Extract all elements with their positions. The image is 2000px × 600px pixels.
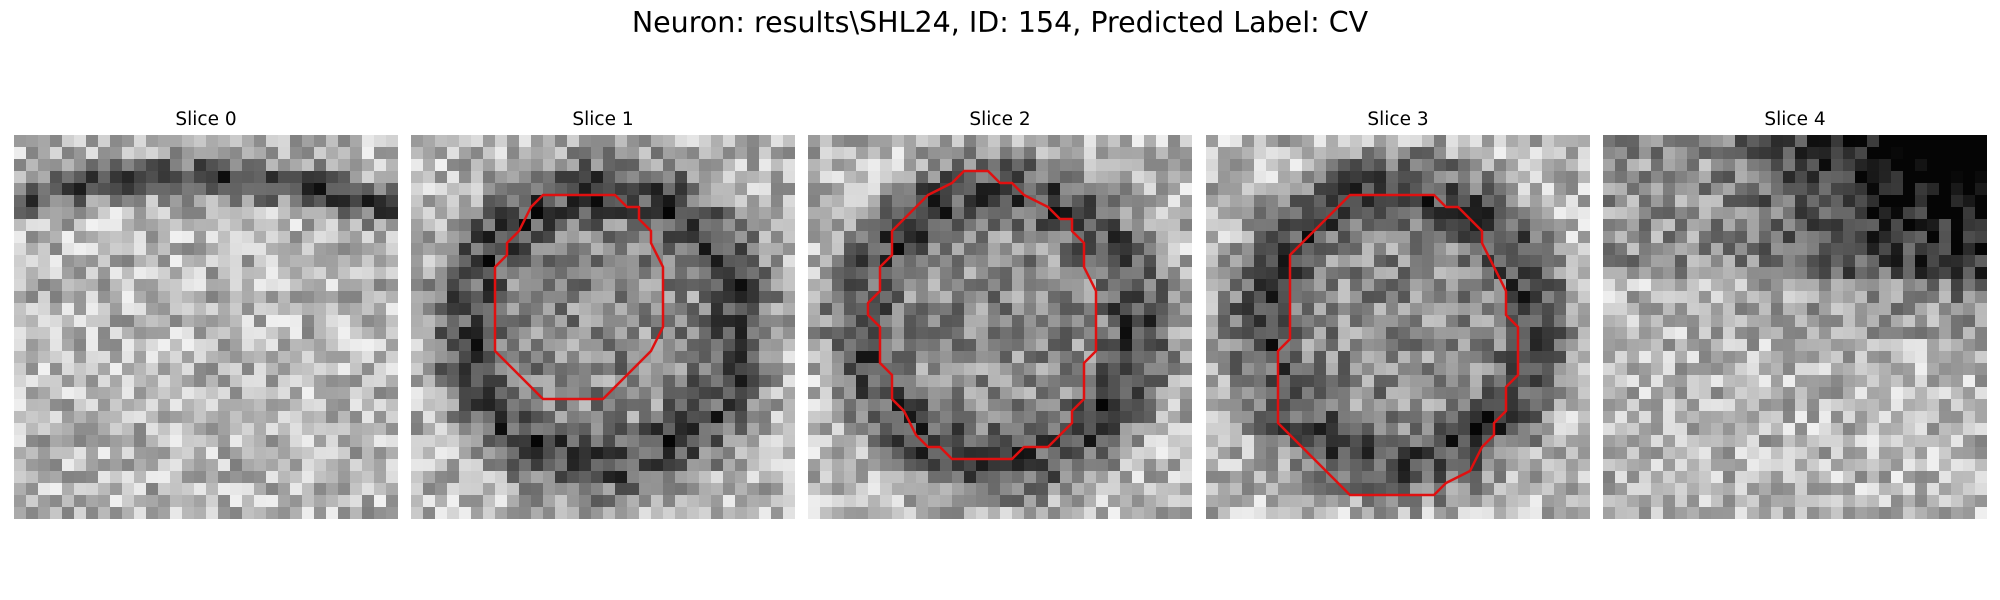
slice-title-3: Slice 3 [1367, 109, 1429, 130]
slice-panel-3: Slice 3 [1206, 107, 1590, 520]
slice-image-1 [411, 135, 795, 519]
slice-title-0: Slice 0 [175, 109, 237, 130]
figure-title: Neuron: results\SHL24, ID: 154, Predicte… [631, 6, 1369, 39]
slice-panel-1: Slice 1 [411, 107, 795, 520]
contour-slice-3 [1276, 193, 1520, 497]
slice-title-1: Slice 1 [572, 109, 634, 130]
slice-panel-2: Slice 2 [808, 107, 1192, 520]
slice-image-0 [14, 135, 398, 519]
slice-image-4 [1603, 135, 1987, 519]
contour-slice-2 [866, 169, 1098, 461]
slice-image-3 [1206, 135, 1590, 519]
contour-slice-1 [493, 193, 665, 401]
slice-title-2: Slice 2 [969, 109, 1031, 130]
slice-panel-0: Slice 0 [14, 107, 398, 520]
slice-image-2 [808, 135, 1192, 519]
slice-panel-4: Slice 4 [1603, 107, 1987, 520]
slice-title-4: Slice 4 [1764, 109, 1826, 130]
